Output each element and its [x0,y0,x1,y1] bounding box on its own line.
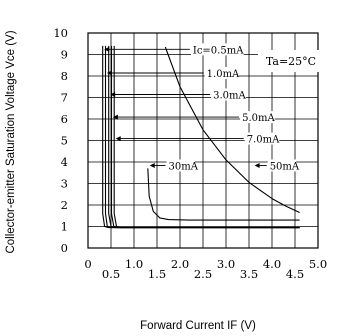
annotation-arrowhead [254,162,260,168]
x-tick-label: 2.5 [194,267,212,281]
y-tick-label: 2 [61,198,68,212]
annotation-arrowhead [149,162,155,168]
tick-labels: 0 1 2 3 4 5 6 7 8 9 10 0 0.5 1.0 1.5 2.0 2.5 3.0 3.5 4.0 4.5… [53,26,327,281]
annotation-bg [240,111,275,124]
x-tick-label: 1.0 [125,257,143,271]
annotation-bg [244,132,280,145]
x-tick-label: 3.0 [217,257,235,271]
series-line [147,168,300,221]
series-line [164,46,300,213]
curves [102,45,300,229]
y-tick-label: 1 [61,220,68,234]
x-axis-title: Forward Current IF (V) [140,320,256,332]
y-tick-label: 9 [61,48,68,62]
condition-box: Ta=25°C [258,50,324,72]
annotation-arrowhead [104,46,110,52]
y-tick-label: 3 [61,177,68,191]
y-axis-title: Collector-emitter Saturation Voltage Vce… [5,30,17,253]
x-tick-label: 3.5 [240,267,258,281]
y-tick-label: 8 [61,69,68,83]
x-tick-label: 1.5 [148,267,166,281]
annotation-bg [211,88,246,101]
annotation-arrowhead [110,92,116,97]
x-tick-label: 5.0 [309,257,327,271]
x-tick-label: 4.0 [263,257,281,271]
annotation-arrowhead [106,70,112,76]
annotation-bg [204,67,240,79]
plot-frame [87,32,319,249]
annotation-label: 3.0mA [213,91,246,102]
annotation-bg [190,43,244,56]
annotation-bg [267,159,297,172]
x-tick-label: 4.5 [286,267,304,281]
y-tick-label: 5 [61,134,68,148]
y-tick-label: 6 [61,112,68,126]
annotation-label: 7.0mA [247,135,280,146]
annotation-bg [166,159,195,172]
x-tick-label: 0.5 [102,267,120,281]
x-tick-label: 2.0 [171,257,189,271]
annotations: Ic=0.5mA 1.0mA 3.0mA 5.0mA 7.0mA 30mA 50mA [104,43,300,172]
y-tick-label: 0 [61,241,68,255]
y-tick-label: 7 [61,91,68,105]
x-tick-label: 0 [84,257,91,271]
condition-label: Ta=25°C [266,55,316,68]
annotation-label: Ic=0.5mA [193,45,244,56]
plot-border [87,32,319,249]
series-line [113,45,300,229]
annotation-label: 1.0mA [207,69,240,80]
annotation-arrowhead [115,136,121,142]
annotation-label: 50mA [270,161,300,172]
annotation-label: 5.0mA [242,113,275,124]
y-tick-label: 4 [61,155,68,169]
y-tick-label: 10 [53,26,68,40]
annotation-arrowhead [112,114,118,120]
annotation-label: 30mA [169,161,199,172]
